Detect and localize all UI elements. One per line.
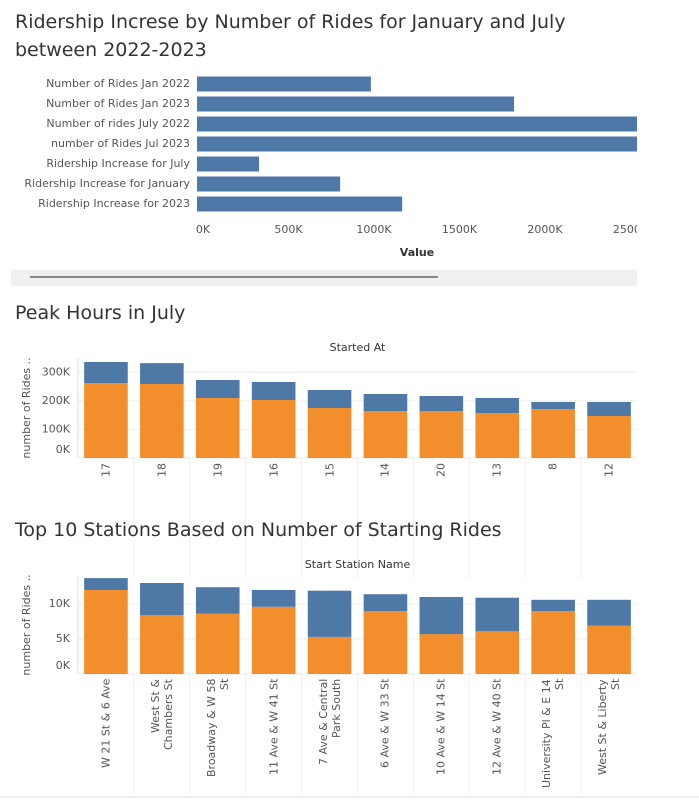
bar-segment [531,599,575,611]
bar-segment [531,402,575,410]
chart-title: Peak Hours in July [15,302,186,324]
bar-segment [363,411,408,458]
bar-segment [140,583,184,616]
bar-segment [307,390,352,408]
y-tick-label: 5K [56,632,71,645]
bar-segment [587,599,631,626]
x-tick-label: 12 Ave & W 40 St [490,679,504,776]
bar-segment [140,384,184,458]
x-tick-label: 2500K [613,223,649,236]
bar-segment [140,363,184,384]
bar-segment [475,398,520,414]
y-tick-label: 0K [56,443,71,456]
category-label: Number of Rides Jan 2022 [46,77,190,90]
bar-segment [84,362,128,384]
subtitle: Start Station Name [305,558,411,571]
bar-segment [195,380,240,398]
x-tick-label: 500K [274,223,303,236]
x-tick-label: West St & Liberty St [596,679,623,775]
bar [197,176,341,192]
x-tick-label: 1500K [442,223,478,236]
bar-segment [195,587,240,614]
x-tick-label: West St & Chambers St [148,679,175,750]
bar-segment [140,615,184,674]
bar-segment [587,416,631,458]
bar-segment [419,411,464,458]
bar-segment [84,383,128,458]
category-label: Number of rides July 2022 [46,117,190,130]
bar [197,116,637,132]
bar-segment [251,606,296,674]
bar-segment [307,636,352,674]
y-axis-title: number of Rides .. [20,574,33,675]
x-tick-label: 6 Ave & W 33 St [378,679,392,769]
category-label: Ridership Increase for 2023 [38,197,190,210]
subtitle: Started At [330,341,386,354]
y-axis-title: number of Rides .. [20,357,33,458]
bar [197,76,371,92]
y-tick-label: 0K [56,659,71,672]
category-label: Ridership Increase for January [24,177,190,190]
bar-segment [419,597,464,635]
bar-segment [363,594,408,611]
category-label: number of Rides Jul 2023 [51,137,190,150]
x-tick-label: W 21 St & 6 Ave [99,679,113,769]
x-tick-label: Broadway & W 58 St [204,679,231,778]
bar-segment [587,625,631,674]
x-tick-label: 11 Ave & W 41 St [267,679,281,776]
bar-segment [307,590,352,637]
bar-segment [587,402,631,416]
clip-group: 0K 500K 1000K 1500K 2000K 2500K [196,76,649,236]
y-tick-label: 300K [42,365,71,378]
bar-segment [475,597,520,632]
chart-title: Top 10 Stations Based on Number of Start… [15,519,502,541]
category-label: Ridership Increase for July [46,157,190,170]
chart-title: Ridership Increse by Number of Rides for… [15,11,566,61]
x-axis-title: Value [400,246,434,259]
bar-segment [531,611,575,674]
x-tick-label: 10 Ave & W 14 St [434,679,448,776]
bar [197,136,637,152]
x-tick-label: 0K [196,223,211,236]
bar-segment [251,590,296,607]
bar-segment [84,590,128,674]
bar-segment [251,382,296,400]
bar-segment [363,611,408,674]
bar-segment [363,394,408,412]
bar-segment [195,613,240,674]
x-tick-label: University Pl & E 14 St [540,679,567,788]
bar [197,156,260,172]
y-tick-label: 100K [42,422,71,435]
bar-segment [419,634,464,674]
y-tick-label: 200K [42,394,71,407]
bar [197,96,515,112]
bar-segment [475,631,520,674]
bar-segment [419,396,464,412]
bar-segment [475,413,520,458]
bar-segment [195,398,240,458]
x-tick-label: 2000K [527,223,563,236]
x-tick-label: 1000K [356,223,392,236]
x-tick-label: 7 Ave & Central Park South [316,679,343,766]
bar-segment [84,578,128,590]
bar-segment [251,400,296,458]
bar-segment [307,408,352,458]
bar-segment [531,409,575,458]
category-label: Number of Rides Jan 2023 [46,97,190,110]
bar [197,196,403,212]
y-tick-label: 10K [49,597,71,610]
